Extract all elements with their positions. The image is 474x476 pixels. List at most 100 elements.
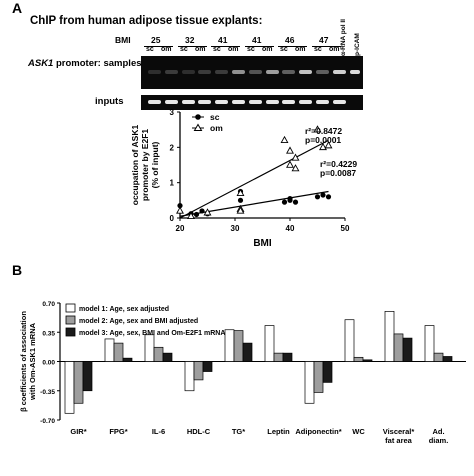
bar bbox=[393, 333, 404, 362]
sample-band bbox=[148, 70, 161, 74]
scatter-legend-label: sc bbox=[210, 112, 220, 122]
bar bbox=[362, 359, 373, 362]
bar bbox=[64, 361, 75, 414]
input-band bbox=[316, 100, 329, 104]
bar-y-tick-label: 0.70 bbox=[42, 301, 55, 308]
scatter-point bbox=[325, 194, 332, 200]
samples-row-label-rest: promoter: samples bbox=[53, 58, 142, 69]
bar bbox=[442, 356, 453, 362]
scatter-x-tick-label: 40 bbox=[286, 224, 295, 233]
sample-band bbox=[181, 70, 195, 74]
scatter-point bbox=[199, 208, 205, 214]
bmi-value: 41 bbox=[218, 35, 228, 45]
input-band bbox=[299, 100, 313, 104]
scatter-y-label-line3: (% of input) bbox=[150, 141, 160, 188]
input-band bbox=[332, 100, 346, 104]
scatter-stat: r²=0.8472 bbox=[305, 126, 342, 136]
bmi-label: BMI bbox=[115, 35, 131, 45]
bar-y-tick-label: 0.00 bbox=[42, 360, 55, 367]
sample-band bbox=[232, 70, 245, 74]
bar bbox=[184, 361, 195, 392]
scatter-point bbox=[286, 160, 294, 168]
bar bbox=[122, 357, 133, 362]
bar bbox=[322, 361, 333, 383]
sample-band bbox=[215, 70, 229, 74]
scatter-x-label: BMI bbox=[253, 238, 272, 249]
lane-label: sc bbox=[180, 46, 188, 53]
input-band bbox=[181, 100, 195, 104]
sample-band bbox=[299, 70, 313, 74]
scatter-point bbox=[203, 208, 212, 216]
bar-category-label: HDL-C bbox=[187, 427, 211, 436]
scatter-y-label-line2: promoter by E2F1 bbox=[140, 129, 150, 202]
scatter-x-tick-label: 50 bbox=[341, 224, 350, 233]
bar-category-label: Leptin bbox=[267, 427, 290, 436]
bmi-value: 25 bbox=[151, 35, 161, 45]
lane-label: sc bbox=[280, 46, 288, 53]
scatter-x-tick-label: 30 bbox=[231, 224, 240, 233]
lane-label: om bbox=[228, 46, 239, 53]
lane-label: om bbox=[295, 46, 306, 53]
bar-y-tick-label: -0.35 bbox=[40, 389, 55, 396]
lane-label: sc bbox=[314, 46, 322, 53]
bmi-value: 32 bbox=[185, 35, 195, 45]
panel-a-title: ChIP from human adipose tissue explants: bbox=[30, 15, 263, 27]
bar bbox=[273, 352, 284, 362]
scatter-y-tick-label: 2 bbox=[170, 143, 175, 152]
samples-row-label: ASK1 promoter: samples bbox=[28, 58, 142, 69]
bar bbox=[424, 325, 435, 362]
bar bbox=[153, 346, 164, 362]
sample-band bbox=[316, 70, 329, 74]
panel-b-label: B bbox=[12, 262, 23, 278]
sample-band bbox=[265, 70, 279, 74]
lane-label: om bbox=[262, 46, 273, 53]
inputs-row-label: inputs bbox=[95, 96, 124, 107]
bar-y-label: β coefficients of association with Om-ASK… bbox=[19, 311, 37, 412]
bar bbox=[162, 352, 173, 362]
scatter-point bbox=[291, 153, 300, 161]
scatter-point bbox=[320, 192, 326, 198]
bar bbox=[113, 342, 124, 362]
input-band bbox=[248, 100, 262, 104]
bar bbox=[353, 356, 364, 362]
scatter-point bbox=[176, 206, 184, 214]
bar-y-tick-label: 0.35 bbox=[42, 330, 55, 337]
scatter-x-tick-label: 20 bbox=[176, 224, 185, 233]
bar-legend-swatch bbox=[65, 303, 76, 313]
scatter-point bbox=[237, 197, 244, 203]
bar-y-label-line1: β coefficients of association bbox=[19, 311, 28, 412]
sample-band bbox=[332, 70, 346, 74]
bar-legend-label: model 1: Age, sex adjusted bbox=[79, 306, 169, 313]
scatter-point bbox=[236, 206, 245, 214]
bar-legend-swatch bbox=[65, 315, 76, 325]
scatter-point bbox=[286, 146, 294, 154]
scatter-stat: p=0.0087 bbox=[320, 168, 356, 178]
lane-label: sc bbox=[213, 46, 221, 53]
bmi-value: 47 bbox=[319, 35, 329, 45]
lane-label: om bbox=[161, 46, 172, 53]
input-band bbox=[164, 100, 178, 104]
scatter-y-tick-label: 1 bbox=[170, 179, 175, 188]
lane-label: sc bbox=[146, 46, 154, 53]
bar bbox=[82, 361, 93, 392]
scatter-point bbox=[177, 203, 183, 209]
input-band bbox=[282, 100, 296, 104]
bar-legend-swatch bbox=[65, 327, 76, 337]
sample-band bbox=[198, 70, 212, 74]
scatter-point bbox=[236, 188, 245, 197]
bar-category-label: Adiponectin* bbox=[295, 427, 341, 436]
bar-category-label: diam. bbox=[429, 436, 449, 445]
scatter-legend-marker bbox=[195, 114, 201, 120]
scatter-point bbox=[193, 211, 200, 218]
scatter-legend-marker bbox=[193, 123, 203, 131]
bar bbox=[433, 352, 444, 362]
control-band bbox=[350, 70, 360, 74]
bmi-value: 46 bbox=[285, 35, 295, 45]
bmi-underline bbox=[278, 46, 307, 47]
sample-band bbox=[248, 70, 262, 74]
lane-label: om bbox=[195, 46, 206, 53]
bar bbox=[264, 325, 275, 362]
bmi-value: 41 bbox=[252, 35, 262, 45]
bar-category-label: WC bbox=[352, 427, 365, 436]
